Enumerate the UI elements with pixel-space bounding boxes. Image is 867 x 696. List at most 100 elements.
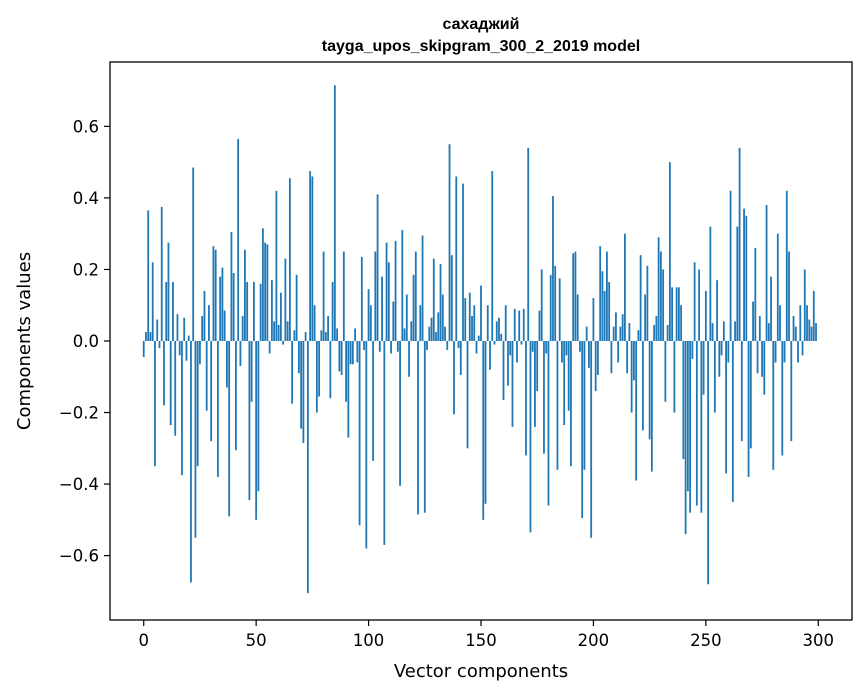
bar-component-168 (520, 341, 523, 345)
bar-component-228 (655, 315, 658, 341)
bar-component-218 (633, 341, 635, 381)
bar-component-161 (504, 305, 507, 341)
bar-component-290 (794, 326, 797, 341)
bar-component-282 (776, 233, 779, 341)
bar-component-224 (646, 265, 649, 341)
x-tick-label: 300 (803, 631, 835, 650)
bar-component-221 (639, 255, 642, 341)
bar-component-94 (354, 328, 356, 341)
y-tick-label: −0.2 (59, 404, 99, 423)
bar-component-262 (731, 341, 734, 502)
bar-component-278 (767, 323, 770, 341)
bar-component-137 (450, 255, 453, 341)
bar-component-276 (763, 341, 766, 395)
bar-component-210 (615, 312, 617, 341)
bar-component-203 (599, 246, 602, 341)
bar-component-122 (417, 341, 419, 515)
bar-component-270 (749, 341, 752, 449)
bar-component-205 (603, 290, 606, 341)
bar-component-207 (608, 281, 611, 341)
y-axis-label: Components values (14, 252, 35, 430)
bar-component-31 (212, 246, 215, 341)
bar-component-213 (621, 314, 624, 341)
bar-component-230 (659, 251, 662, 341)
bar-component-50 (255, 341, 258, 520)
x-tick-label: 150 (465, 631, 497, 650)
bar-component-155 (491, 171, 494, 341)
y-tick-label: 0.2 (73, 260, 99, 279)
bar-component-126 (426, 341, 428, 350)
bar-component-127 (428, 326, 431, 341)
bar-component-118 (408, 341, 410, 377)
bar-component-223 (644, 294, 647, 341)
bar-component-204 (601, 271, 604, 341)
bar-component-188 (565, 341, 568, 356)
bar-component-13 (172, 281, 174, 341)
bar-component-6 (156, 319, 159, 341)
bar-component-287 (788, 251, 790, 341)
bar-component-66 (291, 341, 294, 404)
bar-component-73 (306, 341, 309, 594)
bar-component-84 (331, 281, 334, 341)
bar-component-219 (635, 341, 638, 481)
bar-component-248 (700, 341, 703, 513)
bar-component-186 (561, 341, 563, 363)
bar-component-234 (668, 162, 671, 341)
bar-component-86 (336, 328, 338, 341)
bar-component-260 (727, 341, 730, 363)
bar-component-236 (673, 341, 676, 413)
bar-component-271 (752, 301, 754, 341)
bar-component-286 (785, 190, 788, 341)
bar-component-149 (477, 335, 480, 341)
bar-component-65 (288, 178, 291, 341)
bar-component-196 (583, 341, 586, 470)
y-tick-label: 0.6 (73, 117, 99, 136)
bar-component-288 (790, 341, 793, 442)
bar-component-172 (529, 341, 532, 533)
bar-component-131 (437, 312, 440, 341)
bar-component-36 (223, 310, 226, 341)
bar-component-281 (774, 341, 777, 363)
bar-component-217 (630, 341, 633, 413)
bar-component-115 (401, 230, 404, 341)
bar-component-280 (772, 341, 775, 470)
bar-component-283 (779, 305, 781, 341)
bar-component-274 (758, 315, 761, 341)
x-tick-label: 100 (353, 631, 385, 650)
bar-component-150 (480, 285, 482, 341)
bar-component-182 (552, 196, 554, 341)
bar-component-169 (522, 308, 525, 341)
bar-component-208 (610, 341, 613, 374)
bar-component-291 (797, 341, 799, 363)
bar-component-64 (286, 321, 289, 341)
bar-component-243 (689, 341, 692, 513)
bar-component-191 (572, 253, 575, 341)
bar-component-177 (540, 269, 543, 341)
bar-component-211 (617, 341, 620, 363)
bar-component-143 (464, 298, 467, 341)
bar-component-129 (432, 258, 435, 341)
bar-component-199 (590, 341, 593, 538)
bar-component-111 (392, 301, 395, 341)
bar-component-76 (313, 305, 316, 341)
bar-component-117 (405, 294, 408, 341)
bar-component-98 (363, 341, 365, 350)
bar-component-239 (680, 305, 683, 341)
bar-component-252 (709, 226, 712, 341)
bar-component-135 (446, 341, 449, 350)
bar-component-62 (282, 341, 285, 345)
bar-component-141 (459, 341, 462, 375)
bar-component-104 (376, 194, 379, 341)
bar-component-235 (671, 287, 674, 341)
bar-component-23 (194, 341, 197, 538)
y-tick-label: −0.4 (59, 475, 99, 494)
x-tick-label: 50 (246, 631, 267, 650)
bar-component-265 (738, 147, 741, 341)
bar-component-80 (322, 251, 325, 341)
bar-component-57 (270, 280, 273, 341)
bar-component-8 (160, 206, 163, 341)
bar-component-192 (574, 251, 577, 341)
bar-component-53 (262, 228, 264, 341)
